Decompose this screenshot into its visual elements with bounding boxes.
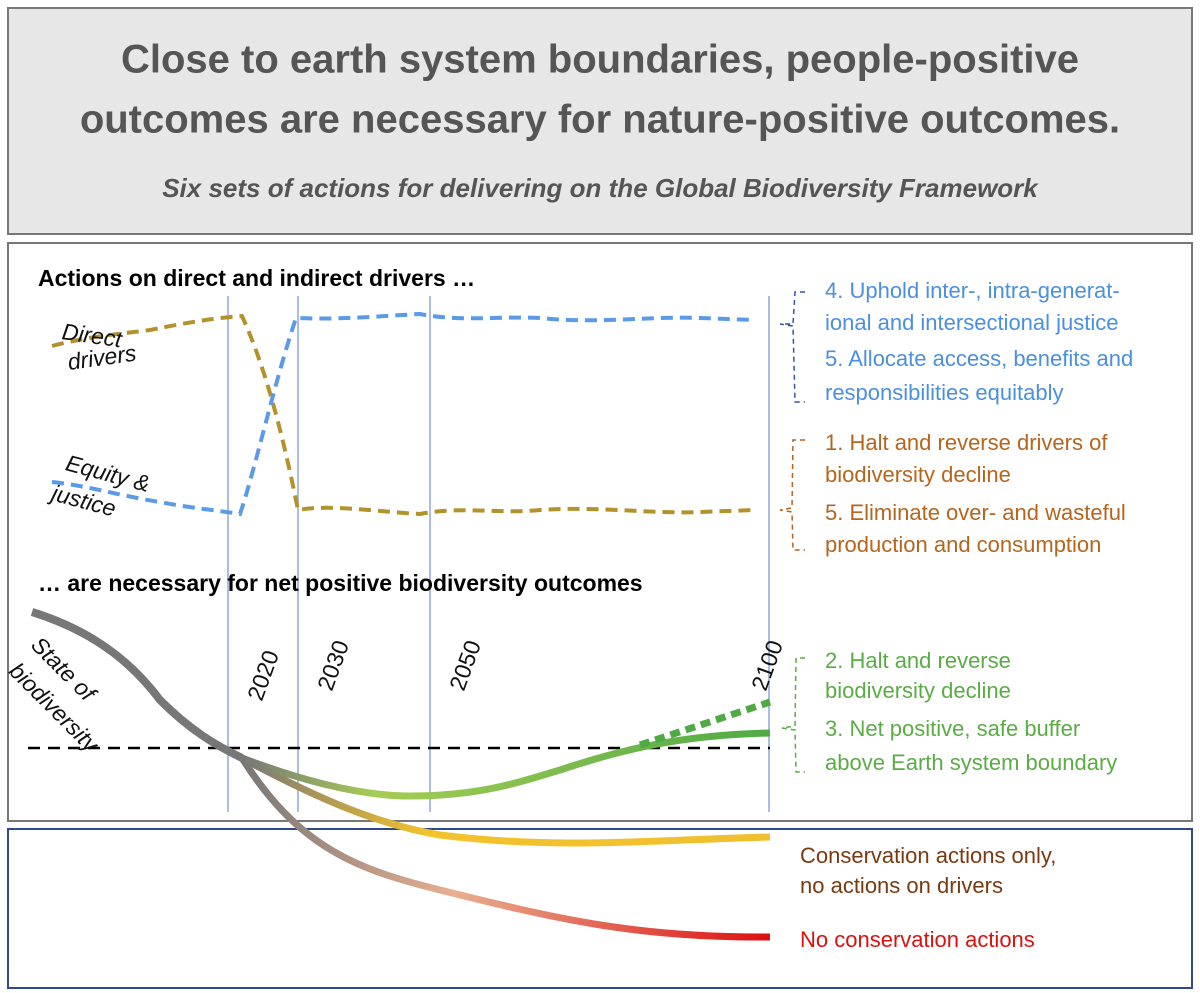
year-label: 2030 [312, 637, 354, 694]
driver-curves [51, 311, 756, 517]
action-text: 3. Net positive, safe buffer [825, 716, 1080, 741]
main-box [7, 242, 1193, 822]
action-text: 2. Halt and reverse [825, 648, 1011, 673]
section-label: … are necessary for net positive biodive… [38, 570, 643, 596]
scenario-text: no actions on drivers [800, 873, 1003, 898]
positive-curve [240, 729, 771, 800]
bottom-box [7, 828, 1193, 989]
title: outcomes are necessary for nature-positi… [80, 98, 1120, 142]
section-label: Actions on direct and indirect drivers … [38, 265, 475, 291]
positive-curve-dotted [638, 698, 772, 749]
year-label: 2050 [444, 637, 486, 694]
action-text: ional and intersectional justice [825, 310, 1119, 335]
action-text: 5. Allocate access, benefits and [825, 346, 1133, 371]
conservation-curve [240, 754, 771, 847]
scenario-text: No conservation actions [800, 927, 1035, 952]
subtitle: Six sets of actions for delivering on th… [162, 173, 1039, 203]
scenario-text: Conservation actions only, [800, 843, 1056, 868]
year-label: 2020 [242, 647, 284, 704]
action-text: 5. Eliminate over- and wasteful [825, 500, 1126, 525]
action-text: responsibilities equitably [825, 380, 1063, 405]
year-lines [227, 296, 770, 812]
year-label: 2100 [746, 637, 788, 694]
action-text: 1. Halt and reverse drivers of [825, 430, 1108, 455]
header-box [7, 7, 1193, 235]
brackets [779, 291, 805, 773]
action-text: production and consumption [825, 532, 1101, 557]
action-text: above Earth system boundary [825, 750, 1117, 775]
action-text: biodiversity decline [825, 678, 1011, 703]
no-action-curve [239, 756, 771, 941]
title: Close to earth system boundaries, people… [121, 38, 1079, 82]
action-text: biodiversity decline [825, 462, 1011, 487]
biodiversity-past [30, 608, 244, 762]
action-text: 4. Uphold inter-, intra-generat- [825, 278, 1120, 303]
